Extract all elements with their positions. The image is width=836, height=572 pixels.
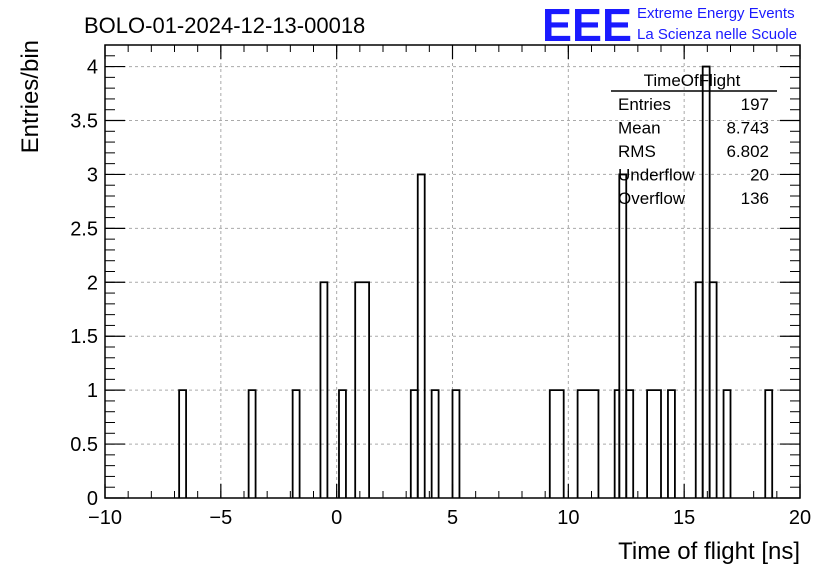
histogram-bar — [722, 389, 732, 498]
histogram-bar — [708, 281, 718, 498]
y-tick-label: 1 — [87, 380, 98, 402]
stats-row-label: Entries — [618, 95, 671, 114]
stats-box-title: TimeOfFlight — [644, 71, 741, 90]
y-tick-label: 2 — [87, 272, 98, 294]
stats-box: TimeOfFlight Entries 197 Mean 8.743 RMS 6.802… — [611, 71, 777, 208]
y-axis-title: Entries/bin — [17, 40, 44, 153]
x-tick-label: 10 — [557, 507, 579, 529]
chart-title: BOLO-01-2024-12-13-00018 — [84, 13, 365, 38]
histogram-bar — [764, 389, 774, 498]
y-tick-label: 0.5 — [70, 434, 98, 456]
x-tick-label: 5 — [447, 507, 458, 529]
histogram-bar — [576, 389, 600, 498]
y-tick-label: 2.5 — [70, 218, 98, 240]
x-axis-ticks: −10 −5 0 5 10 15 20 — [88, 45, 811, 529]
histogram-bar — [291, 389, 301, 498]
histogram-bar — [618, 173, 628, 498]
histogram-bar — [354, 281, 370, 498]
eee-logo-mark: EEE — [542, 0, 632, 51]
stats-row-value: 136 — [741, 189, 769, 208]
y-tick-label: 3 — [87, 164, 98, 186]
histogram-bar — [451, 389, 461, 498]
x-tick-label: −5 — [209, 507, 232, 529]
eee-logo-line2: La Scienza nelle Scuole — [637, 26, 797, 43]
x-tick-label: 20 — [789, 507, 811, 529]
histogram-bars — [178, 65, 774, 498]
stats-row-label: Overflow — [618, 189, 686, 208]
histogram-bar — [667, 389, 676, 498]
x-tick-label: 15 — [673, 507, 695, 529]
stats-row-value: 6.802 — [726, 142, 769, 161]
stats-row-label: RMS — [618, 142, 656, 161]
y-tick-label: 4 — [87, 57, 98, 79]
histogram-bar — [178, 389, 187, 498]
y-tick-label: 0 — [87, 488, 98, 510]
histogram-bar — [430, 389, 440, 498]
histogram-bar — [247, 389, 257, 498]
y-tick-label: 3.5 — [70, 111, 98, 133]
histogram-bar — [625, 389, 635, 498]
grid-lines — [105, 45, 800, 498]
histogram-bar — [548, 389, 565, 498]
y-axis-ticks: 0 0.5 1 1.5 2 2.5 3 3.5 4 — [70, 44, 800, 510]
histogram-bar — [338, 389, 347, 498]
stats-row-label: Underflow — [618, 166, 695, 185]
stats-rows: Entries 197 Mean 8.743 RMS 6.802 Underflow 20 Ov… — [618, 95, 769, 208]
x-tick-label: −10 — [88, 507, 122, 529]
stats-row-value: 20 — [750, 166, 769, 185]
histogram-bar — [319, 281, 329, 498]
histogram-bar — [646, 389, 662, 498]
stats-row-value: 8.743 — [726, 119, 769, 138]
stats-row-value: 197 — [741, 95, 769, 114]
x-axis-title: Time of flight [ns] — [618, 538, 800, 565]
histogram-bar — [416, 173, 426, 498]
stats-row-label: Mean — [618, 119, 661, 138]
eee-logo-line1: Extreme Energy Events — [637, 5, 795, 22]
x-tick-label: 0 — [331, 507, 342, 529]
y-tick-label: 1.5 — [70, 326, 98, 348]
